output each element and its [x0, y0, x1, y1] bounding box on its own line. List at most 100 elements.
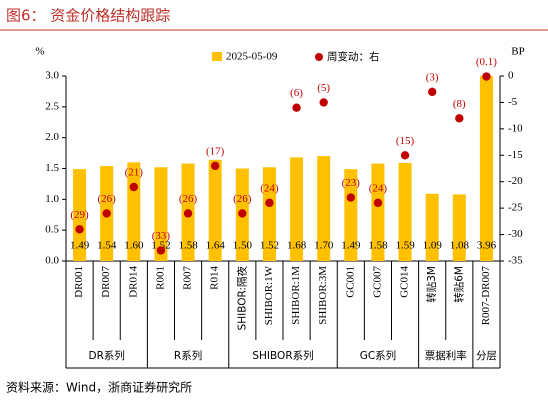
- bar: [452, 194, 466, 261]
- x-tick-label: SHIBOR:1W: [263, 265, 275, 325]
- x-tick-label: GC007: [371, 266, 383, 298]
- legend-swatch: [315, 53, 323, 61]
- x-tick-label: GC001: [344, 266, 356, 298]
- bar-label: 1.58: [178, 240, 198, 252]
- group-label: SHIBOR系列: [252, 349, 313, 362]
- dot: [210, 161, 220, 171]
- y-tick-label: 2.5: [45, 100, 59, 112]
- x-tick-label: R014: [209, 266, 221, 290]
- y-tick-label: 1.5: [45, 162, 59, 174]
- x-tick-label: SHIBOR:1M: [290, 266, 302, 325]
- dot-label: (29): [70, 209, 89, 221]
- y2-tick-label: -10: [508, 122, 523, 134]
- bar: [208, 159, 222, 261]
- bar-label: 1.52: [151, 240, 170, 252]
- bar: [290, 157, 304, 261]
- dot: [238, 209, 247, 218]
- y2-axis-title: BP: [511, 46, 524, 58]
- bar-label: 1.64: [206, 240, 226, 252]
- bar: [317, 156, 331, 261]
- bar-label: 1.52: [260, 240, 279, 252]
- dot-label: (6): [290, 87, 303, 99]
- bar: [344, 169, 358, 261]
- dot: [75, 225, 84, 234]
- legend-label: 周变动：右: [327, 50, 380, 63]
- plot-area: [73, 76, 493, 261]
- source: 资料来源：Wind，浙商证券研究所: [6, 380, 192, 395]
- x-tick-label: SHIBOR:隔夜: [235, 266, 248, 331]
- y2-tick-label: -20: [508, 175, 523, 187]
- bar: [371, 163, 385, 261]
- dot-label: (21): [125, 167, 144, 179]
- bar-label: 1.54: [97, 240, 117, 252]
- x-tick-label: DR007: [100, 266, 112, 298]
- bar-label: 1.49: [70, 240, 90, 252]
- x-tick-label: 转贴6M: [452, 266, 465, 303]
- group-label: R系列: [174, 349, 202, 362]
- chart-title: 图6： 资金价格结构跟踪: [6, 7, 170, 25]
- bar-label: 1.68: [287, 240, 307, 252]
- dot: [346, 193, 356, 202]
- legend-label: 2025-05-09: [226, 51, 278, 63]
- bar-label: 1.59: [395, 240, 415, 252]
- dot-label: (23): [342, 177, 361, 189]
- x-tick-label: SHIBOR:3M: [317, 266, 329, 325]
- dot: [156, 246, 166, 255]
- x-tick-label: R007: [182, 266, 194, 290]
- dot-label: (33): [152, 230, 171, 242]
- dot: [400, 151, 410, 160]
- y2-tick-label: -25: [508, 202, 523, 214]
- dot-label: (3): [426, 71, 439, 83]
- y2-tick-label: -5: [508, 96, 518, 108]
- y2-tick-label: -30: [508, 228, 523, 240]
- y-tick-label: 2.0: [45, 131, 59, 143]
- dot-label: (26): [98, 193, 117, 205]
- bar: [398, 162, 412, 261]
- group-label: 分层: [476, 350, 497, 362]
- y-tick-label: 3.0: [45, 70, 59, 82]
- bar-label: 1.09: [423, 240, 443, 252]
- bar-label: 1.70: [314, 240, 334, 252]
- dot-label: (17): [206, 145, 225, 157]
- bar: [479, 76, 493, 261]
- x-tick-label: GC014: [399, 266, 411, 298]
- dot: [373, 198, 383, 208]
- group-label: DR系列: [88, 349, 124, 362]
- dot: [102, 209, 111, 218]
- bar: [425, 193, 439, 261]
- y-tick-label: 1.0: [45, 193, 59, 205]
- dot-label: (24): [369, 182, 388, 194]
- y2-tick-label: -35: [508, 255, 523, 267]
- bar-label: 1.60: [124, 240, 144, 252]
- dot: [183, 209, 193, 218]
- x-tick-label: 转贴3M: [425, 266, 438, 303]
- bar-label: 1.50: [233, 240, 253, 252]
- x-tick-label: R007-DR007: [480, 266, 492, 326]
- dot-label: (26): [179, 193, 198, 205]
- dot: [427, 87, 437, 97]
- dot-label: (26): [233, 193, 252, 205]
- dot-label: (8): [453, 98, 466, 110]
- bar: [154, 167, 168, 261]
- legend-swatch: [212, 52, 222, 61]
- y-tick-label: 0.0: [45, 255, 59, 267]
- y2-tick-label: 0: [508, 70, 514, 82]
- y2-tick-label: -15: [508, 149, 523, 161]
- bar-label: 1.49: [341, 240, 361, 252]
- y-tick-label: 0.5: [45, 224, 59, 236]
- dot: [482, 72, 491, 81]
- dot: [265, 198, 274, 208]
- dot: [319, 98, 328, 107]
- dot: [292, 103, 301, 112]
- bar-label: 1.08: [450, 240, 470, 252]
- group-label: 票据利率: [425, 349, 467, 362]
- y-axis-title: %: [35, 46, 44, 58]
- bar: [262, 167, 276, 261]
- bar-label: 1.58: [368, 240, 388, 252]
- dot-label: (5): [317, 82, 330, 94]
- group-label: GC系列: [360, 349, 396, 362]
- bar-label: 3.96: [477, 240, 497, 252]
- x-tick-label: R001: [154, 266, 166, 290]
- dot-label: (0.1): [476, 56, 497, 68]
